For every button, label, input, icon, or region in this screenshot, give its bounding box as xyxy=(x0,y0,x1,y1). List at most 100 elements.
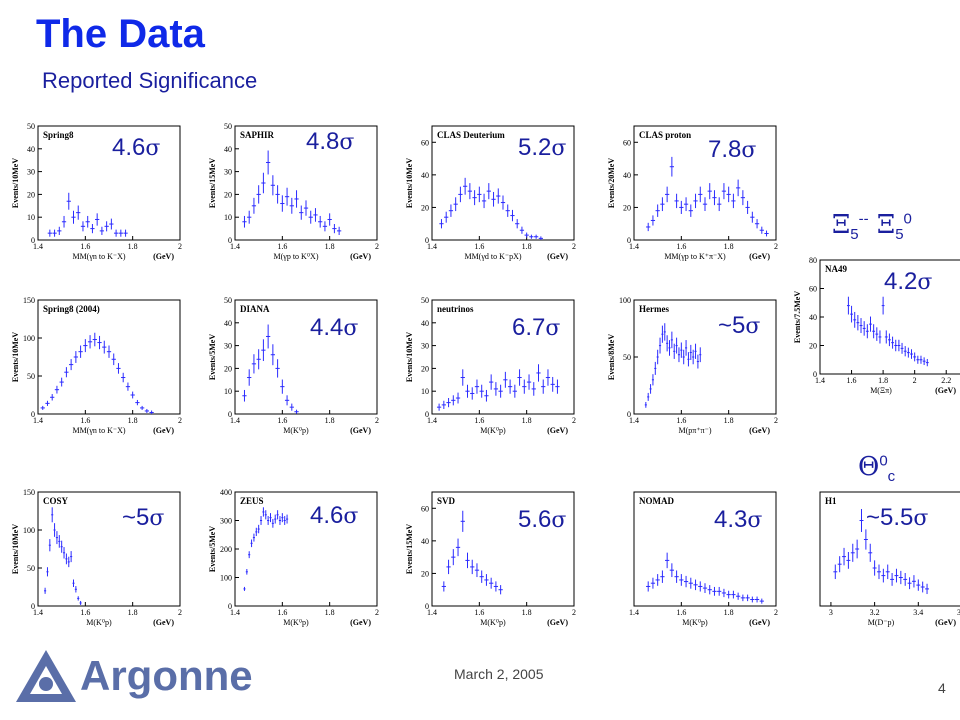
data-point xyxy=(493,581,499,592)
x-axis-unit: (GeV) xyxy=(350,252,371,261)
data-point xyxy=(439,219,444,229)
x-tick-label: 1.6 xyxy=(676,416,686,425)
data-point xyxy=(651,374,654,386)
x-tick-label: 1.4 xyxy=(427,416,437,425)
data-point xyxy=(529,234,534,239)
data-point xyxy=(111,353,116,366)
y-tick-label: 30 xyxy=(224,342,232,351)
data-point xyxy=(698,186,703,203)
data-point xyxy=(458,186,463,203)
significance-label: 4.6σ xyxy=(310,502,359,529)
x-axis-unit: (GeV) xyxy=(749,252,770,261)
y-tick-label: 20 xyxy=(224,190,232,199)
data-point xyxy=(888,333,891,347)
data-point xyxy=(677,347,681,363)
data-point xyxy=(721,588,727,598)
x-axis-unit: (GeV) xyxy=(935,386,956,395)
data-point xyxy=(750,211,755,223)
data-point xyxy=(878,330,882,344)
y-tick-label: 30 xyxy=(421,342,429,351)
data-point xyxy=(545,369,551,386)
x-tick-label: 2 xyxy=(774,242,778,251)
x-tick-label: 1.4 xyxy=(427,242,437,251)
y-tick-label: 40 xyxy=(224,319,232,328)
data-point xyxy=(856,315,860,331)
data-point xyxy=(270,344,275,366)
x-axis-label: M(K⁰p) xyxy=(86,618,112,627)
data-point xyxy=(522,379,527,394)
chart-panel-4: Spring8 (2004) 1.4 1.6 1.8 2 0 50 100 150 Events/… xyxy=(11,296,182,435)
data-point xyxy=(266,150,271,175)
data-point xyxy=(121,372,126,383)
y-axis-label: Events/7.5MeV xyxy=(793,291,802,343)
data-point xyxy=(916,579,921,591)
data-point xyxy=(512,384,517,398)
data-point xyxy=(264,510,267,520)
data-point xyxy=(65,553,68,565)
data-point xyxy=(48,539,51,552)
y-tick-label: 40 xyxy=(421,171,429,180)
data-point xyxy=(654,361,657,375)
data-point xyxy=(116,363,121,374)
slide-title: The Data xyxy=(36,12,205,56)
x-axis-label: M(D⁻p) xyxy=(868,618,895,627)
data-point xyxy=(726,590,731,599)
data-point xyxy=(242,215,247,228)
data-point xyxy=(446,398,451,408)
data-point xyxy=(536,364,541,382)
data-point xyxy=(444,211,449,223)
data-point xyxy=(245,568,248,575)
data-point xyxy=(50,394,55,401)
data-point xyxy=(270,175,275,196)
data-point xyxy=(496,188,501,204)
data-point xyxy=(125,382,131,391)
x-axis-unit: (GeV) xyxy=(350,618,371,627)
significance-label: 4.4σ xyxy=(310,314,359,341)
y-axis-label: Events/5MeV xyxy=(208,526,217,572)
data-point xyxy=(45,400,50,406)
x-tick-label: 1.4 xyxy=(230,608,240,617)
data-point xyxy=(130,391,135,399)
significance-label: 7.8σ xyxy=(708,136,757,163)
data-point xyxy=(486,183,491,200)
y-tick-label: 20 xyxy=(421,364,429,373)
data-point xyxy=(80,221,86,232)
y-axis-label: Events/10MeV xyxy=(11,524,20,574)
x-tick-label: 1.6 xyxy=(80,416,90,425)
data-point xyxy=(262,507,265,517)
x-tick-label: 1.8 xyxy=(522,608,532,617)
data-point xyxy=(519,226,525,234)
data-point xyxy=(455,538,461,557)
y-tick-label: 0 xyxy=(228,410,232,419)
y-tick-label: 20 xyxy=(421,203,429,212)
y-axis-label: Events/10MeV xyxy=(405,332,414,382)
data-point xyxy=(441,581,446,592)
data-point xyxy=(479,570,484,583)
data-point xyxy=(248,551,251,559)
data-point xyxy=(460,369,465,386)
data-point xyxy=(70,551,73,563)
data-point xyxy=(863,529,868,550)
y-tick-label: 0 xyxy=(31,410,35,419)
y-tick-label: 10 xyxy=(27,213,35,222)
data-point xyxy=(869,316,872,332)
x-axis-label: M(K⁰p) xyxy=(283,618,309,627)
plot-frame xyxy=(37,491,181,607)
data-point xyxy=(859,318,863,334)
data-point xyxy=(500,195,506,210)
plot-frame xyxy=(633,125,777,241)
data-point xyxy=(104,221,109,232)
x-tick-label: 1.8 xyxy=(325,416,335,425)
data-point xyxy=(303,200,309,216)
y-axis-label: Events/8MeV xyxy=(607,334,616,380)
x-tick-label: 1.4 xyxy=(33,242,43,251)
y-tick-label: 150 xyxy=(23,296,35,305)
data-point xyxy=(67,556,70,568)
y-tick-label: 60 xyxy=(421,504,429,513)
data-point xyxy=(897,339,901,352)
data-point xyxy=(668,340,671,356)
data-point xyxy=(276,510,279,520)
